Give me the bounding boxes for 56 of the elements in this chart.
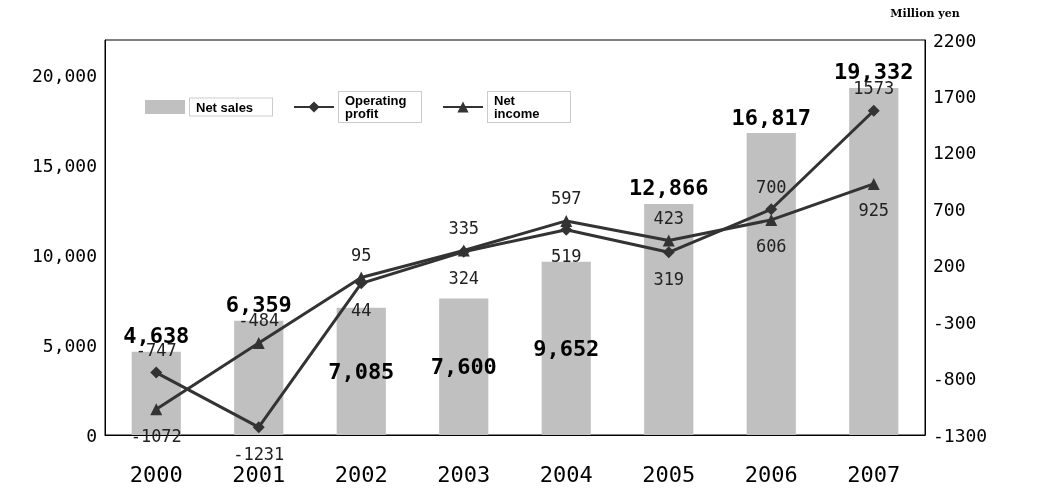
point [355, 271, 368, 284]
point [662, 246, 675, 259]
x-tick-label: 2000 [129, 461, 183, 487]
data-label: 335 [448, 217, 480, 238]
data-label: 7,085 [328, 358, 395, 384]
y2-tick-label: 700 [933, 198, 966, 220]
data-label: 925 [858, 200, 890, 221]
point [252, 336, 265, 349]
y2-axis-title: Million yen [890, 7, 960, 20]
point [662, 234, 675, 247]
bar [644, 204, 694, 435]
point [150, 403, 163, 416]
x-tick-label: 2004 [539, 461, 593, 487]
legend-label: Net income [494, 93, 540, 121]
data-label: 519 [550, 246, 582, 267]
y2-tick-label: 2200 [933, 29, 977, 51]
data-label: 16,817 [731, 104, 811, 130]
point [150, 366, 163, 379]
y2-tick-label: -300 [933, 311, 977, 333]
point [765, 203, 778, 216]
point [867, 104, 880, 117]
data-label: 12,866 [629, 175, 709, 201]
data-label: 7,600 [430, 354, 497, 380]
legend-label: Net sales [196, 99, 254, 115]
data-label: 319 [653, 268, 685, 289]
legend-label: Operating profit [345, 93, 411, 121]
y2-tick-label: 1200 [933, 142, 977, 164]
y-tick-label: 20,000 [31, 65, 97, 87]
x-tick-label: 2001 [232, 461, 286, 487]
y-tick-label: 0 [86, 424, 97, 446]
data-label: 597 [550, 188, 582, 209]
y-tick-label: 15,000 [31, 155, 97, 177]
data-label: 9,652 [533, 335, 600, 361]
y2-tick-label: -800 [933, 368, 977, 390]
x-tick-label: 2006 [744, 461, 798, 487]
y-tick-label: 5,000 [42, 334, 97, 356]
x-tick-label: 2003 [437, 461, 491, 487]
x-tick-label: 2002 [334, 461, 388, 487]
data-label: -1231 [233, 443, 285, 464]
y2-tick-label: 1700 [933, 85, 977, 107]
x-tick-label: 2007 [847, 461, 901, 487]
y-tick-label: 10,000 [31, 244, 97, 266]
data-label: 700 [755, 176, 787, 197]
y2-tick-label: 200 [933, 255, 966, 277]
data-label: 423 [653, 208, 685, 229]
point [252, 421, 265, 434]
y2-tick-label: -1300 [933, 424, 988, 446]
x-tick-label: 2005 [642, 461, 696, 487]
data-label: 324 [448, 268, 480, 289]
point [765, 213, 778, 226]
bar [746, 133, 796, 435]
data-label: 95 [351, 245, 372, 266]
point [560, 214, 573, 227]
data-label: 606 [755, 236, 787, 257]
point [867, 177, 880, 190]
data-label: 44 [351, 299, 372, 320]
